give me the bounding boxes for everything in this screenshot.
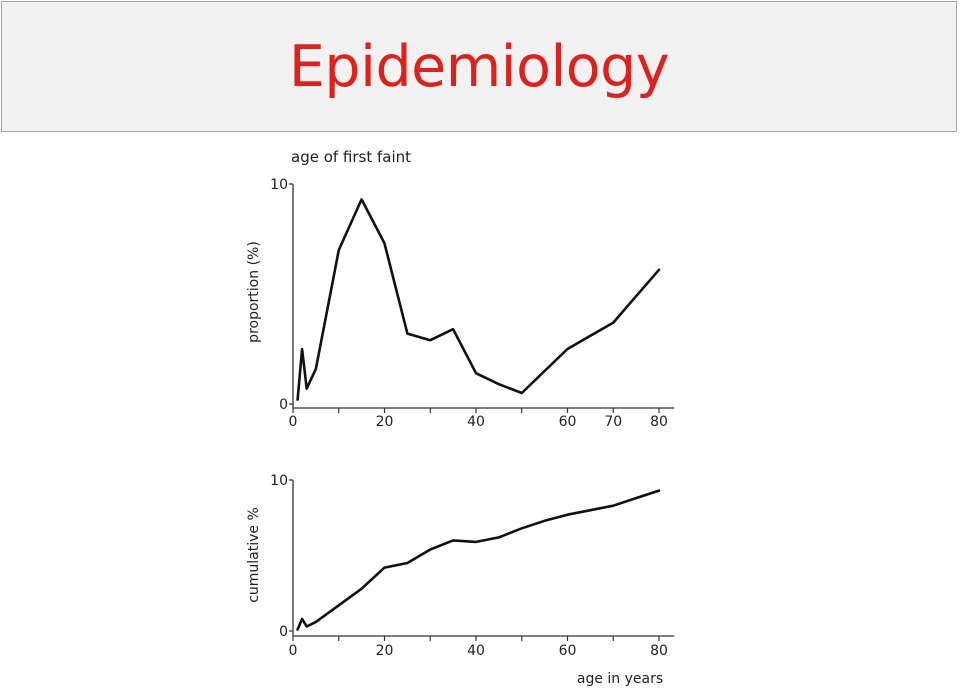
x-tick-label: 80 xyxy=(650,414,668,430)
series-line xyxy=(296,489,661,631)
chart-cumulative: 0 10 0 20 40 60 80 cumulative % age in years xyxy=(246,473,675,687)
x-tick-label: 60 xyxy=(559,414,577,430)
series-line xyxy=(296,198,661,401)
title-bar: Epidemiology xyxy=(1,1,957,132)
x-tick-label: 0 xyxy=(289,414,298,430)
y-tick-label: 10 xyxy=(270,177,288,193)
x-tick-label: 80 xyxy=(650,643,668,659)
y-tick-label: 10 xyxy=(270,473,288,489)
x-tick-label: 70 xyxy=(604,414,622,430)
x-tick-label: 20 xyxy=(376,643,394,659)
x-tick-label: 40 xyxy=(467,643,485,659)
y-axis-title: proportion (%) xyxy=(246,241,262,343)
chart-title: age of first faint xyxy=(291,148,411,166)
slide-title: Epidemiology xyxy=(288,34,670,100)
x-axis-title: age in years xyxy=(577,671,663,687)
y-axis-title: cumulative % xyxy=(246,507,262,603)
x-tick-label: 60 xyxy=(559,643,577,659)
y-tick-label: 0 xyxy=(279,397,288,413)
x-tick-label: 40 xyxy=(467,414,485,430)
chart-age-of-first-faint: 0 10 0 20 40 60 70 80 age of first faint proporti… xyxy=(246,148,675,430)
y-tick-label: 0 xyxy=(279,624,288,640)
x-tick-label: 20 xyxy=(376,414,394,430)
x-tick-label: 0 xyxy=(289,643,298,659)
